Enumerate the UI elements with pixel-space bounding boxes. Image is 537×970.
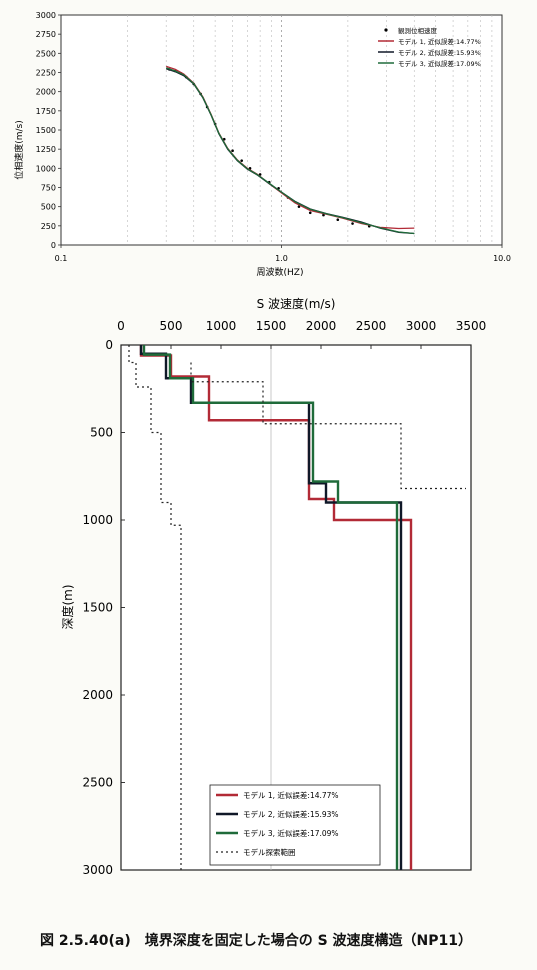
chart1-x-tick-label: 1.0 <box>275 254 288 263</box>
phase-velocity-chart: 0 250 500 750 1000 1250 1500 1750 2000 2250 2500 27… <box>13 11 511 278</box>
chart1-y-tick-label: 250 <box>41 222 56 231</box>
chart1-legend-label: モデル 2, 近似誤差:15.93% <box>398 48 481 57</box>
chart2-title: S 波速度(m/s) <box>257 296 336 311</box>
chart2-profile-2 <box>142 345 399 870</box>
chart1-model-line-3 <box>165 67 415 235</box>
s-wave-velocity-chart: S 波速度(m/s) 0 500 1000 1500 2000 2500 3000 3500 … <box>60 296 486 877</box>
chart1-observed-point <box>308 211 312 215</box>
chart1-legend-label: モデル 3, 近似誤差:17.09% <box>398 59 481 68</box>
chart1-x-ticks: 0.1 1.0 10.0 <box>55 245 511 263</box>
chart1-y-tick-label: 2750 <box>36 30 56 39</box>
chart2-x-ticks: 0 500 1000 1500 2000 2500 3000 3500 <box>117 319 486 349</box>
chart2-y-tick-label: 1500 <box>82 601 113 615</box>
chart2-legend-label: モデル 1, 近似誤差:14.77% <box>243 790 339 800</box>
chart1-y-tick-label: 500 <box>41 203 56 212</box>
chart1-y-tick-label: 1500 <box>36 126 56 135</box>
chart2-y-label: 深度(m) <box>60 584 75 629</box>
chart1-y-tick-label: 2250 <box>36 69 56 78</box>
chart2-legend: モデル 1, 近似誤差:14.77% モデル 2, 近似誤差:15.93% モデル … <box>209 784 381 866</box>
chart2-y-tick-label: 500 <box>90 426 113 440</box>
chart1-x-tick-label: 0.1 <box>55 254 68 263</box>
chart1-observed-point <box>336 218 340 221</box>
chart1-y-label: 位相速度(m/s) <box>13 120 25 180</box>
chart1-legend-marker <box>384 28 388 32</box>
chart1-y-tick-label: 2000 <box>36 88 56 97</box>
chart2-x-tick-label: 500 <box>160 319 183 333</box>
chart2-x-tick-label: 0 <box>117 319 125 333</box>
chart1-observed-point <box>240 159 244 162</box>
chart2-y-tick-label: 3000 <box>82 863 113 877</box>
chart2-y-tick-label: 2000 <box>82 688 113 702</box>
chart2-series <box>128 345 466 870</box>
chart2-legend-label: モデル探索範囲 <box>243 847 296 857</box>
chart1-observed-point <box>351 222 354 225</box>
chart1-observed-point <box>231 149 234 152</box>
chart1-observed-point <box>297 205 301 208</box>
chart1-y-tick-label: 1750 <box>36 107 56 116</box>
chart1-y-ticks: 0 250 500 750 1000 1250 1500 1750 2000 2250 2500 27… <box>36 11 61 250</box>
chart1-y-tick-label: 750 <box>41 184 56 193</box>
chart1-legend-label: モデル 1, 近似誤差:14.77% <box>398 37 481 46</box>
chart1-y-tick-label: 2500 <box>36 49 56 58</box>
chart2-x-tick-label: 2000 <box>306 319 337 333</box>
chart2-x-tick-label: 1500 <box>256 319 287 333</box>
chart1-gridlines <box>127 15 493 245</box>
chart2-x-tick-label: 3500 <box>456 319 487 333</box>
chart1-x-label: 周波数(HZ) <box>257 266 304 278</box>
chart1-observed-point <box>222 137 226 141</box>
chart2-y-ticks: 0 500 1000 1500 2000 2500 3000 <box>82 338 125 877</box>
chart2-x-tick-label: 1000 <box>206 319 237 333</box>
chart1-y-tick-label: 3000 <box>36 11 56 20</box>
chart1-y-tick-label: 1000 <box>36 164 56 173</box>
chart1-series <box>165 65 415 235</box>
figure-caption: 図 2.5.40(a) 境界深度を固定した場合の S 波速度構造（NP11） <box>40 933 473 949</box>
chart2-y-tick-label: 2500 <box>82 776 113 790</box>
chart2-legend-label: モデル 2, 近似誤差:15.93% <box>243 809 339 819</box>
chart2-legend-label: モデル 3, 近似誤差:17.09% <box>243 828 339 838</box>
chart2-x-tick-label: 2500 <box>356 319 387 333</box>
chart2-legend-box <box>209 784 381 866</box>
chart1-legend-label: 観測位相速度 <box>398 26 438 35</box>
chart2-y-tick-label: 1000 <box>82 513 113 527</box>
chart1-observed-point <box>322 213 325 217</box>
chart1-x-tick-label: 10.0 <box>493 254 511 263</box>
chart1-y-tick-label: 0 <box>51 241 56 250</box>
chart2-x-tick-label: 3000 <box>406 319 437 333</box>
chart1-y-tick-label: 1250 <box>36 145 56 154</box>
chart2-frame <box>120 344 472 871</box>
chart2-y-tick-label: 0 <box>105 338 113 352</box>
